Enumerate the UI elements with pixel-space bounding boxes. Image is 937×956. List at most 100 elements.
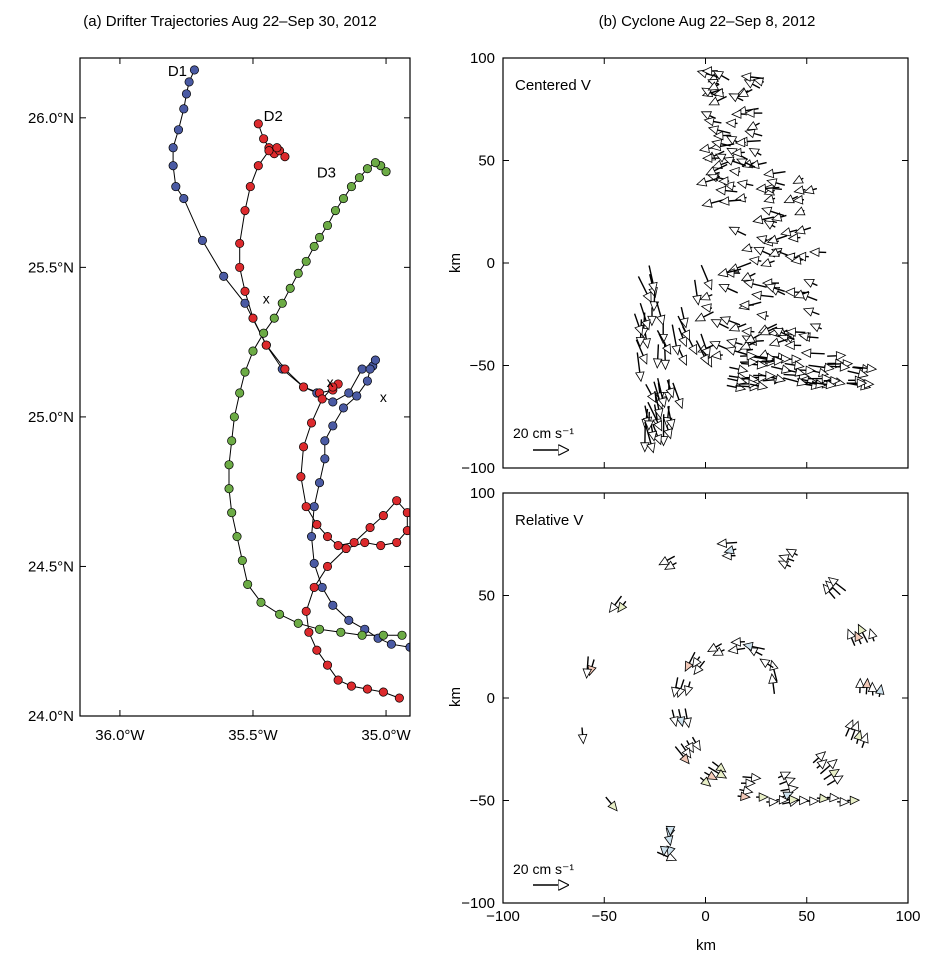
drifter-point-D3 bbox=[346, 182, 357, 192]
vector-head bbox=[803, 278, 815, 288]
drifter-point-D2 bbox=[365, 523, 375, 533]
vector-head bbox=[734, 137, 746, 148]
vector-shaft bbox=[777, 338, 787, 343]
vector-head bbox=[582, 668, 593, 680]
vector-shaft bbox=[758, 161, 767, 166]
vector-shaft bbox=[872, 637, 875, 642]
vector-shaft bbox=[734, 350, 749, 356]
drifter-point-D3 bbox=[357, 630, 367, 640]
vector-shaft bbox=[850, 637, 856, 646]
velocity-vector bbox=[784, 340, 802, 351]
panel-b-bottom-scale: 20 cm s⁻¹ bbox=[513, 861, 574, 885]
vector-shaft bbox=[699, 660, 706, 668]
velocity-vector bbox=[736, 179, 754, 189]
velocity-vector bbox=[699, 776, 712, 787]
velocity-vector bbox=[771, 212, 787, 222]
vector-shaft bbox=[653, 291, 656, 302]
vector-head bbox=[784, 777, 796, 787]
vector-head bbox=[809, 796, 820, 806]
velocity-vector bbox=[719, 316, 741, 326]
velocity-vector bbox=[795, 251, 809, 262]
velocity-vector bbox=[803, 184, 818, 195]
velocity-vector bbox=[717, 267, 742, 278]
vector-head bbox=[742, 641, 754, 652]
velocity-vector bbox=[800, 348, 825, 359]
vector-head bbox=[781, 354, 792, 364]
vector-shaft bbox=[725, 189, 738, 193]
vector-shaft bbox=[773, 287, 785, 292]
velocity-vector bbox=[759, 326, 778, 336]
vector-shaft bbox=[823, 773, 832, 781]
velocity-vector bbox=[780, 227, 798, 237]
velocity-vector bbox=[665, 406, 676, 430]
vector-head bbox=[854, 630, 864, 643]
vector-head bbox=[730, 637, 741, 647]
vector-shaft bbox=[772, 171, 786, 175]
vector-shaft bbox=[622, 600, 627, 606]
y-tick-label: 50 bbox=[478, 588, 495, 605]
vector-shaft bbox=[678, 327, 684, 339]
velocity-vector bbox=[771, 364, 793, 374]
velocity-vector bbox=[783, 194, 799, 204]
vector-shaft bbox=[726, 541, 738, 544]
vector-shaft bbox=[769, 260, 775, 264]
vector-head bbox=[790, 255, 802, 265]
vector-head bbox=[784, 287, 796, 297]
velocity-vector bbox=[738, 300, 754, 310]
velocity-vector bbox=[875, 683, 885, 698]
vector-shaft bbox=[749, 272, 756, 277]
velocity-vector bbox=[744, 108, 763, 118]
vector-shaft bbox=[713, 163, 728, 172]
vector-shaft bbox=[775, 235, 788, 241]
vector-shaft bbox=[746, 183, 754, 187]
marker-x: x bbox=[327, 374, 334, 390]
vector-head bbox=[728, 322, 741, 332]
velocity-vector bbox=[761, 206, 785, 217]
drifter-point-D2 bbox=[392, 537, 402, 548]
vector-head bbox=[663, 428, 673, 440]
velocity-vector bbox=[692, 279, 702, 306]
vector-head bbox=[692, 294, 702, 306]
vector-head bbox=[646, 391, 657, 404]
vector-head bbox=[748, 255, 760, 266]
vector-head bbox=[866, 363, 878, 374]
vector-head bbox=[763, 220, 775, 230]
drifter-point-D3 bbox=[256, 597, 266, 607]
velocity-vector bbox=[608, 595, 623, 614]
velocity-vector bbox=[739, 785, 754, 796]
velocity-vector bbox=[644, 421, 656, 454]
vector-head bbox=[703, 116, 715, 127]
vector-shaft bbox=[635, 339, 644, 356]
vector-shaft bbox=[779, 780, 787, 785]
vector-head bbox=[736, 158, 748, 168]
vector-head bbox=[839, 797, 851, 807]
vector-shaft bbox=[644, 405, 649, 419]
drifter-point-D3 bbox=[229, 412, 239, 422]
drifter-point-D3 bbox=[237, 555, 247, 566]
vector-shaft bbox=[687, 681, 691, 688]
velocity-vector bbox=[729, 364, 749, 374]
vector-shaft bbox=[772, 682, 776, 694]
vector-shaft bbox=[767, 663, 774, 669]
vector-head bbox=[850, 720, 860, 732]
velocity-vector bbox=[768, 247, 782, 257]
vector-head bbox=[793, 360, 805, 370]
drifter-point-D2 bbox=[264, 146, 274, 156]
vector-shaft bbox=[751, 645, 765, 650]
vector-head bbox=[856, 378, 868, 389]
vector-shaft bbox=[672, 382, 680, 401]
vector-head bbox=[763, 194, 775, 204]
vector-shaft bbox=[861, 741, 865, 748]
drifter-point-D2 bbox=[304, 627, 314, 637]
vector-shaft bbox=[708, 766, 720, 774]
velocity-vector bbox=[723, 545, 737, 555]
velocity-vector bbox=[859, 732, 869, 748]
vector-shaft bbox=[637, 276, 648, 295]
velocity-vector bbox=[658, 555, 676, 566]
vector-head bbox=[844, 719, 854, 731]
vector-head bbox=[799, 795, 810, 806]
drifter-point-D3 bbox=[330, 205, 341, 216]
drifter-point-D3 bbox=[322, 220, 333, 231]
velocity-vector bbox=[862, 677, 872, 695]
vector-head bbox=[669, 715, 679, 728]
